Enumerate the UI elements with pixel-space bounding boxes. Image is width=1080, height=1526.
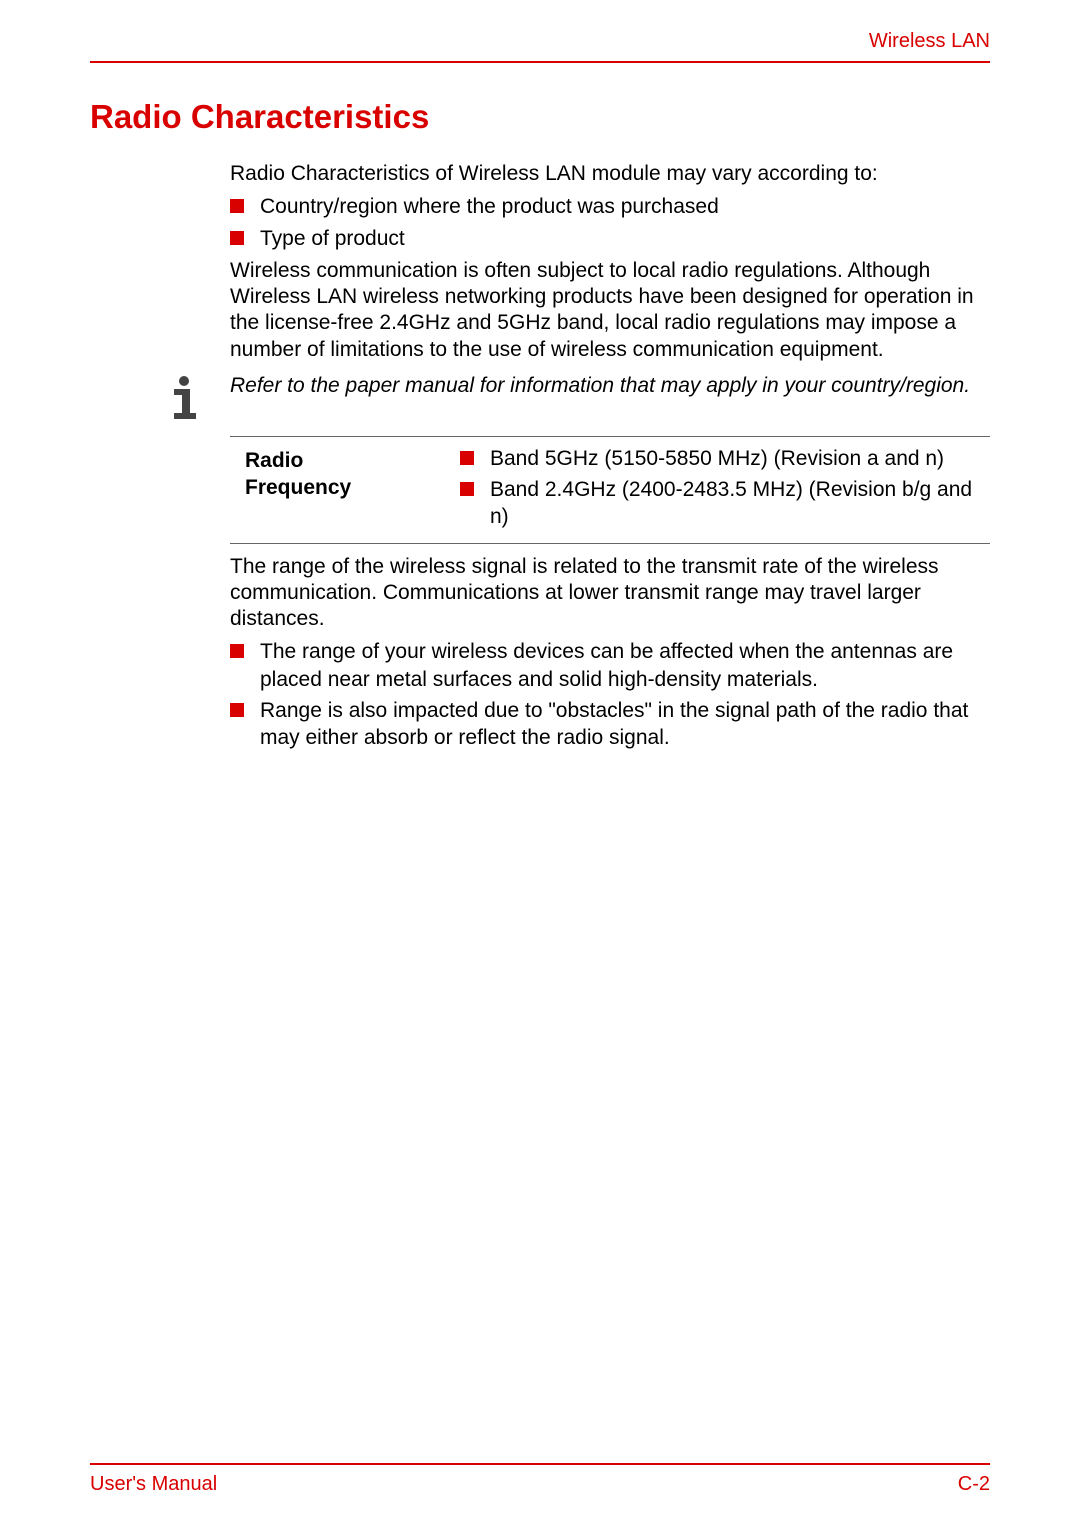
page: Wireless LAN Radio Characteristics Radio… xyxy=(0,0,1080,752)
note-text: Refer to the paper manual for informatio… xyxy=(230,373,990,399)
footer: User's Manual C-2 xyxy=(90,1463,990,1496)
intro-block: Radio Characteristics of Wireless LAN mo… xyxy=(230,161,990,363)
intro-para: Radio Characteristics of Wireless LAN mo… xyxy=(230,161,990,187)
freq-label-line1: Radio xyxy=(245,449,303,472)
freq-label-line2: Frequency xyxy=(245,476,351,499)
freq-values: Band 5GHz (5150-5850 MHz) (Revision a an… xyxy=(460,445,990,535)
list-item: Range is also impacted due to "obstacles… xyxy=(230,697,990,752)
footer-left: User's Manual xyxy=(90,1473,217,1496)
body2-block: The range of the wireless signal is rela… xyxy=(230,554,990,752)
note-row: Refer to the paper manual for informatio… xyxy=(90,373,990,421)
footer-right: C-2 xyxy=(958,1473,990,1496)
body2-para: The range of the wireless signal is rela… xyxy=(230,554,990,633)
list-item: Country/region where the product was pur… xyxy=(230,193,990,220)
freq-label: Radio Frequency xyxy=(230,445,460,535)
section-title: Radio Characteristics xyxy=(90,98,990,136)
body1-para: Wireless communication is often subject … xyxy=(230,258,990,363)
info-icon xyxy=(160,373,208,421)
frequency-table: Radio Frequency Band 5GHz (5150-5850 MHz… xyxy=(230,436,990,544)
list-item: Type of product xyxy=(230,225,990,252)
body2-bullets: The range of your wireless devices can b… xyxy=(230,638,990,751)
table-row: Radio Frequency Band 5GHz (5150-5850 MHz… xyxy=(230,437,990,543)
header-label: Wireless LAN xyxy=(90,30,990,63)
list-item: Band 5GHz (5150-5850 MHz) (Revision a an… xyxy=(460,445,990,472)
list-item: Band 2.4GHz (2400-2483.5 MHz) (Revision … xyxy=(460,476,990,531)
list-item: The range of your wireless devices can b… xyxy=(230,638,990,693)
intro-bullets: Country/region where the product was pur… xyxy=(230,193,990,252)
